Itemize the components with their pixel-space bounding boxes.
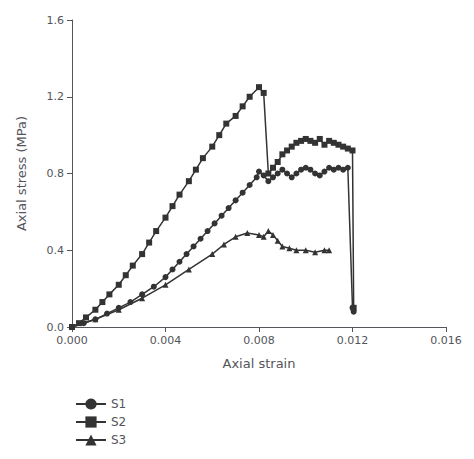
svg-text:0.8: 0.8 [47,167,65,180]
svg-text:0.0: 0.0 [47,321,65,334]
svg-text:S3: S3 [111,433,126,447]
svg-text:S2: S2 [111,415,126,429]
svg-text:0.000: 0.000 [56,334,88,347]
svg-text:0.008: 0.008 [243,334,275,347]
svg-text:Axial stress (MPa): Axial stress (MPa) [14,116,29,231]
svg-text:1.6: 1.6 [47,14,65,27]
svg-text:0.012: 0.012 [337,334,369,347]
svg-text:S1: S1 [111,397,126,411]
svg-text:1.2: 1.2 [47,90,65,103]
svg-text:0.4: 0.4 [47,244,65,257]
svg-text:Axial strain: Axial strain [223,356,296,371]
svg-text:0.004: 0.004 [150,334,182,347]
svg-text:0.016: 0.016 [430,334,462,347]
